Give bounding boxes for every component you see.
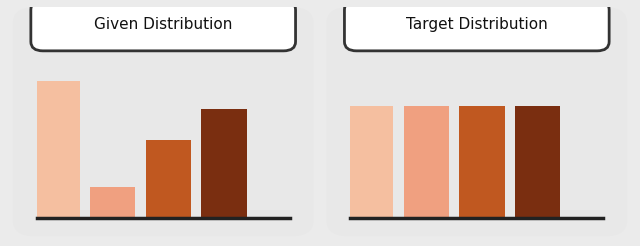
Bar — [201, 109, 246, 218]
Bar — [348, 106, 394, 218]
Bar — [35, 81, 80, 218]
Bar — [404, 106, 449, 218]
Bar — [459, 106, 504, 218]
Bar — [145, 140, 191, 218]
Text: Target Distribution: Target Distribution — [406, 17, 548, 32]
FancyBboxPatch shape — [344, 0, 609, 51]
FancyBboxPatch shape — [326, 7, 627, 236]
Bar — [90, 187, 136, 218]
FancyBboxPatch shape — [31, 0, 296, 51]
Text: Given Distribution: Given Distribution — [94, 17, 232, 32]
FancyBboxPatch shape — [13, 7, 314, 236]
Bar — [515, 106, 560, 218]
